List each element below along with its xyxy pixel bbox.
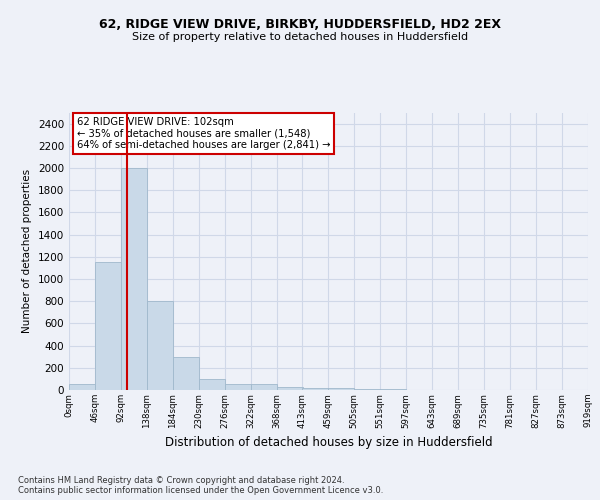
Bar xyxy=(69,384,95,390)
Text: 62, RIDGE VIEW DRIVE, BIRKBY, HUDDERSFIELD, HD2 2EX: 62, RIDGE VIEW DRIVE, BIRKBY, HUDDERSFIE… xyxy=(99,18,501,30)
Y-axis label: Number of detached properties: Number of detached properties xyxy=(22,169,32,334)
Text: 62 RIDGE VIEW DRIVE: 102sqm
← 35% of detached houses are smaller (1,548)
64% of : 62 RIDGE VIEW DRIVE: 102sqm ← 35% of det… xyxy=(77,116,330,150)
X-axis label: Distribution of detached houses by size in Huddersfield: Distribution of detached houses by size … xyxy=(164,436,493,449)
Bar xyxy=(173,356,199,390)
Bar xyxy=(277,386,303,390)
Bar xyxy=(199,379,225,390)
Text: Contains public sector information licensed under the Open Government Licence v3: Contains public sector information licen… xyxy=(18,486,383,495)
Bar xyxy=(225,384,251,390)
Text: Size of property relative to detached houses in Huddersfield: Size of property relative to detached ho… xyxy=(132,32,468,42)
Bar xyxy=(302,388,328,390)
Bar xyxy=(328,388,354,390)
Bar xyxy=(354,389,380,390)
Bar xyxy=(95,262,121,390)
Text: Contains HM Land Registry data © Crown copyright and database right 2024.: Contains HM Land Registry data © Crown c… xyxy=(18,476,344,485)
Bar xyxy=(121,168,147,390)
Bar xyxy=(147,301,173,390)
Bar xyxy=(251,384,277,390)
